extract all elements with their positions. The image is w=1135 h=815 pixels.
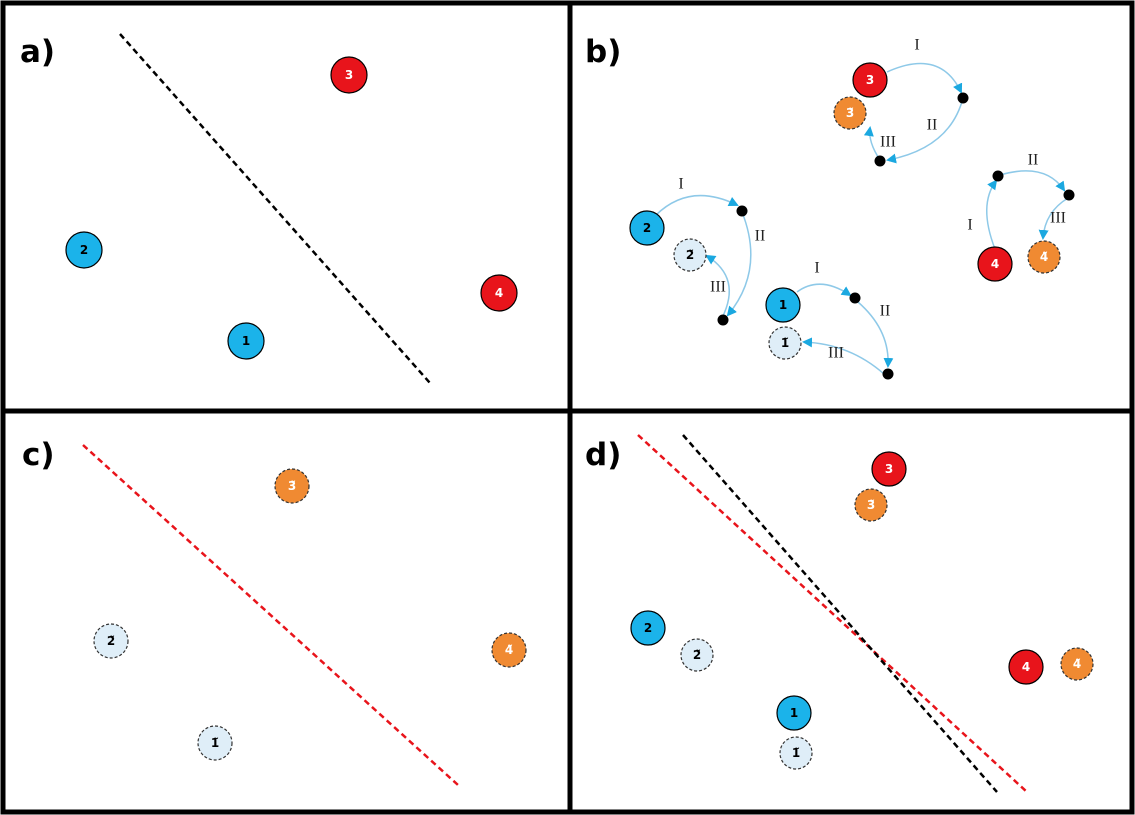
node-label: 4 (991, 257, 999, 271)
panel-label-d: d) (585, 437, 621, 473)
step-label: I (914, 37, 919, 54)
node-2-transformed: 2̃ (680, 638, 714, 672)
path-arrow (802, 337, 885, 375)
node-3: 3 (330, 56, 368, 94)
node-label: 4̃ (1040, 250, 1048, 264)
original-decision-boundary (119, 33, 431, 384)
path-arrow (705, 254, 730, 319)
node-4: 4 (1008, 649, 1044, 685)
node-label: 3 (885, 462, 893, 476)
node-2: 2 (629, 210, 665, 246)
node-label: 2 (80, 243, 88, 257)
node-label: 4 (1022, 660, 1030, 674)
path-arrow (863, 126, 881, 161)
node-3: 3 (852, 62, 888, 98)
node-label: 2̃ (686, 248, 694, 262)
node-1-transformed: 1̃ (779, 736, 813, 770)
path-arrow (886, 97, 964, 164)
path-arrow (886, 62, 963, 94)
node-label: 2̃ (693, 648, 701, 662)
perturbation-path-1: I II III (796, 260, 894, 380)
node-label: 3̃ (867, 498, 875, 512)
original-decision-boundary (682, 434, 998, 793)
panel-c: 3̃ 2̃ 4̃ 1̃ (82, 444, 527, 786)
waypoint (717, 314, 729, 326)
node-2-transformed: 2̃ (673, 238, 707, 272)
step-label: I (967, 217, 972, 234)
step-label: I (678, 176, 683, 193)
node-3: 3 (871, 451, 907, 487)
node-label: 4̃ (505, 643, 513, 657)
waypoint (957, 92, 969, 104)
step-label: III (710, 279, 726, 296)
perturbation-path-2: I II III (655, 176, 766, 326)
node-label: 2 (643, 221, 651, 235)
step-label: I (814, 260, 819, 277)
node-1: 1 (227, 322, 265, 360)
node-label: 4 (495, 286, 503, 300)
node-1-transformed: 1̃ (768, 326, 802, 360)
perturbation-path-4: I II III (967, 152, 1075, 250)
node-label: 1 (790, 706, 798, 720)
node-4-transformed: 4̃ (491, 632, 527, 668)
new-decision-boundary (82, 444, 459, 786)
node-1-transformed: 1̃ (197, 725, 233, 761)
path-arrow (655, 194, 739, 216)
node-label: 4̃ (1073, 657, 1081, 671)
waypoint (992, 170, 1004, 182)
path-arrow (1038, 197, 1069, 240)
node-3-transformed: 3̃ (274, 468, 310, 504)
node-label: 3 (345, 68, 353, 82)
step-label: III (828, 345, 844, 362)
node-label: 2 (644, 621, 652, 635)
waypoint (849, 292, 861, 304)
node-label: 1 (779, 298, 787, 312)
path-arrow (999, 170, 1066, 192)
node-4-transformed: 4̃ (1060, 647, 1094, 681)
node-label: 1̃ (781, 336, 789, 350)
node-4-transformed: 4̃ (1027, 240, 1061, 274)
node-2-transformed: 2̃ (93, 623, 129, 659)
panel-d: 3 3̃ 2 2̃ 4 4̃ 1 1̃ (630, 434, 1094, 793)
step-label: II (1028, 152, 1039, 169)
node-label: 1̃ (211, 736, 219, 750)
node-label: 1 (242, 334, 250, 348)
panel-b: I II III I II III I II III (629, 37, 1075, 380)
node-label: 1̃ (792, 746, 800, 760)
node-1: 1 (776, 695, 812, 731)
node-label: 3̃ (846, 106, 854, 120)
waypoint (874, 155, 886, 167)
waypoint (736, 205, 748, 217)
step-label: II (755, 228, 766, 245)
path-arrow (986, 179, 998, 250)
step-label: II (927, 117, 938, 134)
step-label: II (880, 303, 891, 320)
node-label: 3̃ (288, 479, 296, 493)
node-label: 2̃ (107, 634, 115, 648)
node-4: 4 (977, 246, 1013, 282)
node-4: 4 (480, 274, 518, 312)
node-1: 1 (765, 287, 801, 323)
path-arrow (726, 211, 752, 317)
node-label: 3 (866, 73, 874, 87)
node-2: 2 (630, 610, 666, 646)
panel-label-b: b) (585, 34, 621, 70)
panel-label-a: a) (20, 34, 55, 70)
node-2: 2 (65, 231, 103, 269)
node-3-transformed: 3̃ (854, 488, 888, 522)
waypoint (1063, 189, 1075, 201)
waypoint (882, 368, 894, 380)
panel-label-c: c) (22, 437, 55, 473)
perturbation-path-3: I II III (863, 37, 969, 167)
path-arrow (857, 301, 894, 368)
path-arrow (796, 283, 852, 297)
step-label: III (1050, 210, 1066, 227)
panel-a: 1 2 3 4 (65, 33, 518, 384)
node-3-transformed: 3̃ (833, 96, 867, 130)
new-decision-boundary (637, 434, 1028, 793)
step-label: III (880, 134, 896, 151)
